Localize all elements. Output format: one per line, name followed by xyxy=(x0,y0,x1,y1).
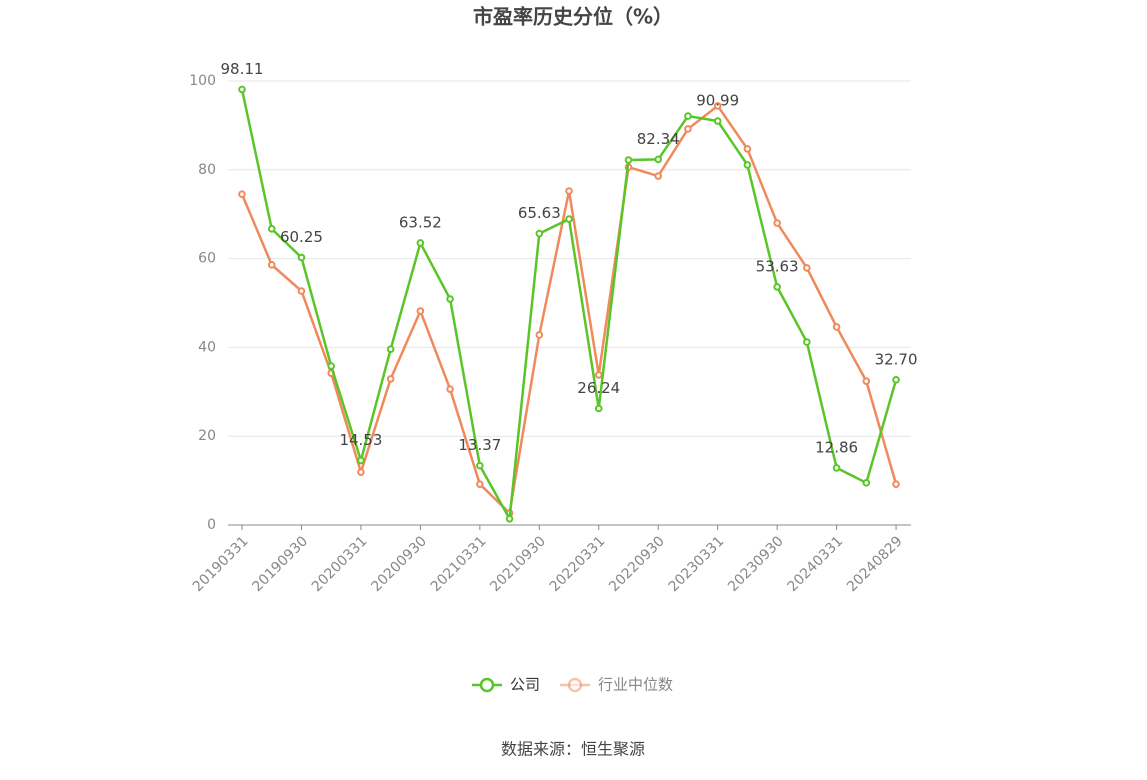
point xyxy=(565,215,573,223)
y-tick-label: 60 xyxy=(198,251,216,267)
y-tick-label: 100 xyxy=(189,73,216,89)
x-tick-label: 20200930 xyxy=(368,533,430,595)
x-tick-label: 20240829 xyxy=(844,533,906,595)
legend-item[interactable]: 公司 xyxy=(472,676,540,694)
x-tick-label: 20230930 xyxy=(725,533,787,595)
point xyxy=(476,480,484,488)
point xyxy=(803,264,811,272)
point xyxy=(327,362,335,370)
point xyxy=(713,117,722,125)
value-label: 26.24 xyxy=(577,379,620,397)
point xyxy=(297,253,306,262)
x-tick-label: 20200331 xyxy=(309,533,371,595)
value-label: 32.70 xyxy=(875,350,918,368)
source: 数据来源：恒生聚源 xyxy=(501,740,645,759)
x-tick-label: 20220331 xyxy=(547,533,609,595)
point xyxy=(832,323,841,331)
x-tick-label: 20210930 xyxy=(487,533,549,595)
point xyxy=(535,331,544,339)
point xyxy=(535,229,544,238)
point xyxy=(476,461,484,470)
point xyxy=(386,375,395,383)
series-line xyxy=(240,104,898,516)
value-label: 13.37 xyxy=(458,436,501,454)
point xyxy=(862,377,871,385)
value-label: 12.86 xyxy=(815,438,858,456)
value-label: 60.25 xyxy=(280,228,323,246)
legend-marker xyxy=(567,677,583,693)
value-label: 82.34 xyxy=(637,130,680,148)
point xyxy=(565,187,573,195)
point xyxy=(357,456,365,465)
series-line xyxy=(240,89,898,523)
point xyxy=(713,102,722,110)
value-label: 65.63 xyxy=(518,204,561,222)
point xyxy=(238,85,246,94)
point xyxy=(684,125,692,133)
x-tick-label: 20220930 xyxy=(606,533,668,595)
point xyxy=(446,385,454,393)
point xyxy=(862,479,871,487)
point xyxy=(743,145,752,153)
legend-label: 行业中位数 xyxy=(598,676,673,694)
value-label: 98.11 xyxy=(221,60,264,78)
point xyxy=(416,239,425,247)
point xyxy=(446,295,454,303)
x-tick-label: 20210331 xyxy=(428,533,490,595)
y-tick-label: 80 xyxy=(198,162,216,178)
point xyxy=(892,480,900,488)
value-label: 14.53 xyxy=(339,431,382,449)
point xyxy=(386,345,395,353)
point xyxy=(654,172,663,180)
point xyxy=(267,225,276,233)
point xyxy=(267,261,276,269)
point xyxy=(832,464,841,472)
point xyxy=(505,514,514,523)
point xyxy=(624,156,633,164)
y-tick-label: 40 xyxy=(198,339,216,355)
x-tick-label: 20230331 xyxy=(666,533,728,595)
point xyxy=(416,307,425,315)
legend-item[interactable]: 行业中位数 xyxy=(560,676,673,694)
point xyxy=(743,161,752,169)
y-tick-label: 20 xyxy=(198,428,216,444)
y-tick-label: 0 xyxy=(207,517,216,533)
point xyxy=(803,338,811,346)
value-label: 53.63 xyxy=(756,257,799,275)
x-tick-label: 20190331 xyxy=(190,533,252,595)
point xyxy=(684,112,692,120)
chart-title: 市盈率历史分位（%） xyxy=(473,5,673,29)
point xyxy=(594,404,603,413)
point xyxy=(297,287,306,295)
point xyxy=(773,283,781,291)
point xyxy=(892,376,900,384)
value-label: 90.99 xyxy=(696,92,739,110)
x-tick-label: 20240331 xyxy=(785,533,847,595)
point xyxy=(357,468,365,476)
legend-label: 公司 xyxy=(510,676,540,694)
point xyxy=(238,190,246,199)
x-tick-label: 20190930 xyxy=(249,533,311,595)
point xyxy=(773,219,781,227)
point xyxy=(654,155,663,164)
legend-marker xyxy=(479,677,495,693)
point xyxy=(594,371,603,379)
value-label: 63.52 xyxy=(399,213,442,231)
